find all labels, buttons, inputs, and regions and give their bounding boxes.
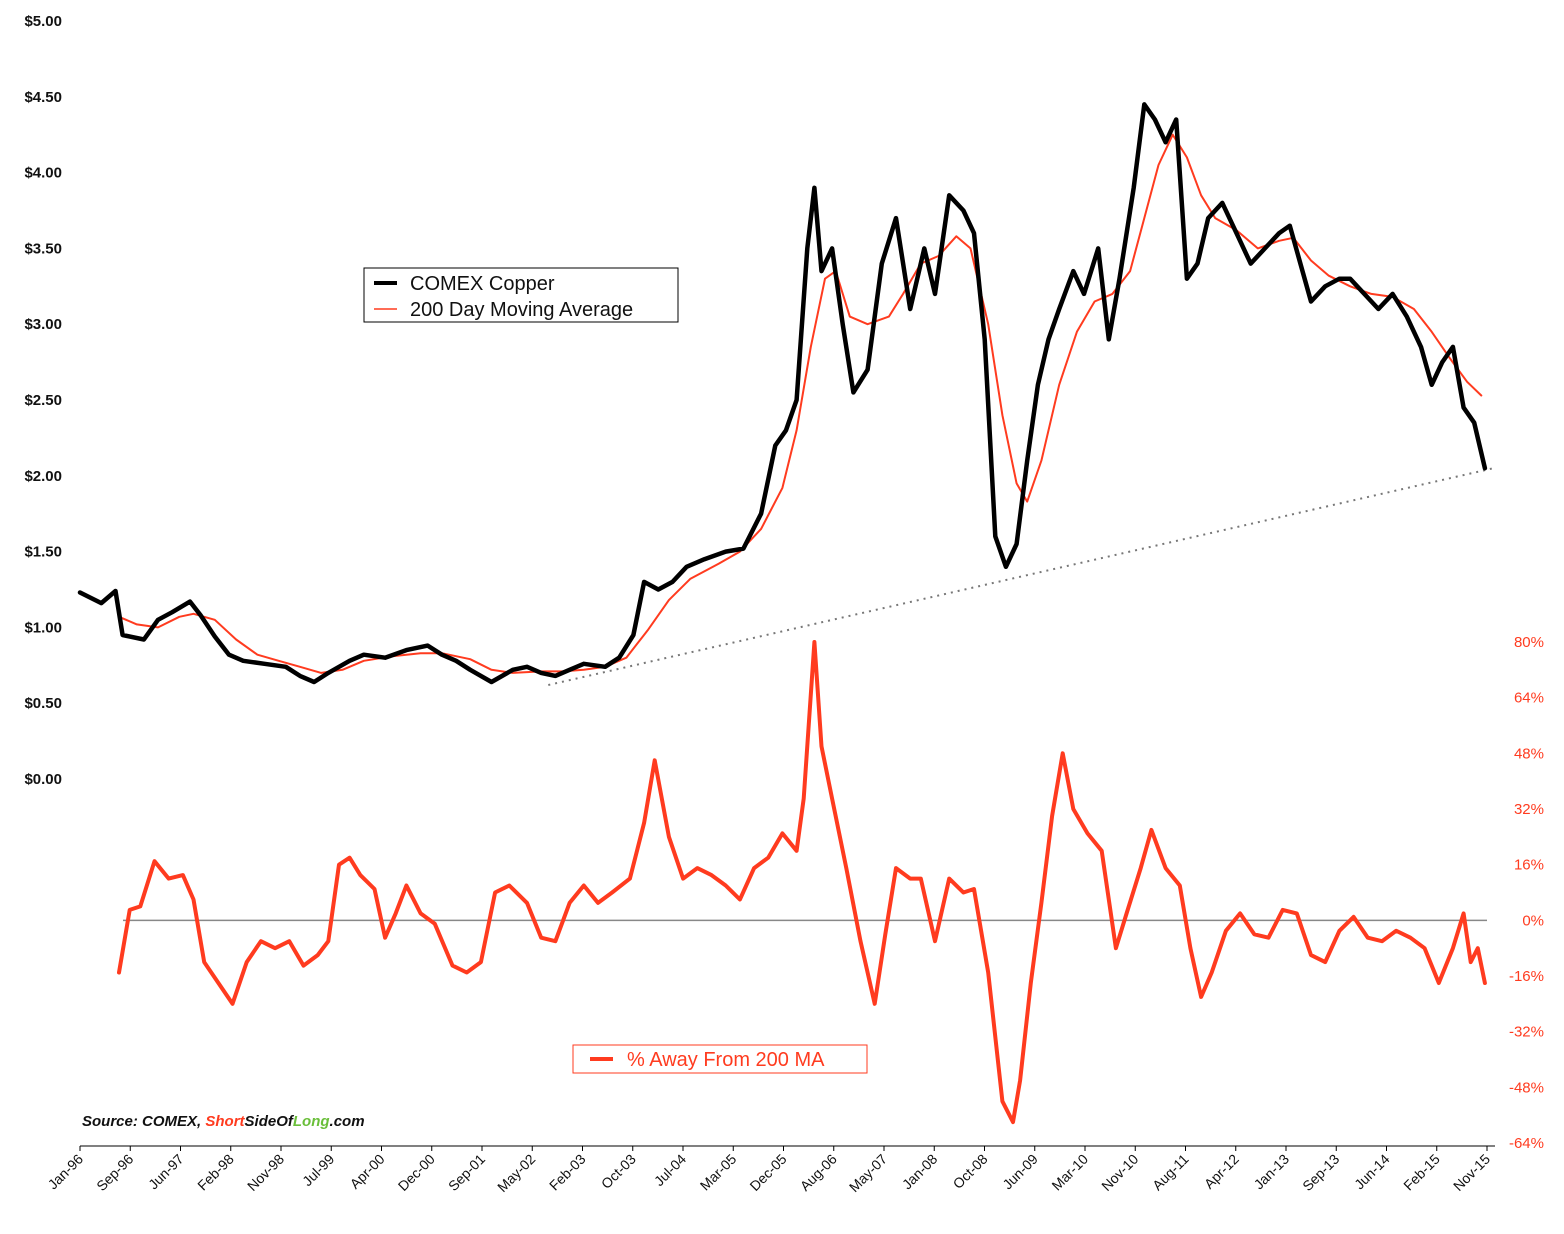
support-trendline	[548, 467, 1494, 686]
ma-200-line	[118, 133, 1483, 674]
copper-price-line	[77, 102, 1488, 685]
x-tick-label: Dec-00	[395, 1151, 438, 1194]
x-tick-label: Jul-99	[299, 1151, 337, 1189]
right-tick-label: 80%	[1514, 634, 1544, 651]
legend-top-box	[363, 267, 679, 323]
x-tick-label: Feb-03	[546, 1151, 589, 1194]
pct-away-line	[117, 640, 1487, 1125]
left-tick-label: $4.50	[24, 89, 62, 106]
trendline-layer	[548, 467, 1494, 686]
right-tick-label: -32%	[1509, 1024, 1544, 1041]
source-part-sideof: SideOf	[245, 1113, 295, 1130]
x-tick-label: Jun-14	[1351, 1151, 1393, 1193]
right-tick-label: 48%	[1514, 745, 1544, 762]
x-tick-label: Feb-15	[1400, 1151, 1443, 1194]
x-tick-label: Oct-03	[598, 1151, 639, 1192]
source-prefix: Source: COMEX,	[82, 1113, 205, 1130]
x-tick-label: May-02	[494, 1151, 538, 1195]
legend-label-price: COMEX Copper	[410, 273, 555, 295]
left-tick-label: $1.50	[24, 544, 62, 561]
x-tick-label: Apr-12	[1201, 1151, 1242, 1192]
right-tick-label: -16%	[1509, 968, 1544, 985]
x-axis: Jan-96 Sep-96 Jun-97 Feb-98 Nov-98 Jul-99 Apr-…	[45, 1145, 1495, 1195]
left-tick-label: $2.50	[24, 392, 62, 409]
legend-bottom-box	[572, 1044, 868, 1074]
x-tick-label: Jan-13	[1251, 1151, 1293, 1193]
left-tick-label: $5.00	[24, 13, 62, 30]
x-tick-label: Mar-10	[1048, 1151, 1091, 1194]
left-tick-label: $0.00	[24, 771, 62, 788]
left-tick-label: $0.50	[24, 695, 62, 712]
x-tick-label: Sep-01	[445, 1151, 488, 1194]
right-tick-label: -64%	[1509, 1135, 1544, 1152]
left-axis: $0.00 $0.50 $1.00 $1.50 $2.00 $2.50 $3.00 $3.50…	[24, 13, 62, 788]
source-part-com: .com	[330, 1113, 365, 1130]
x-tick-label: Jul-04	[651, 1151, 689, 1189]
x-tick-label: Jan-08	[899, 1151, 941, 1193]
x-tick-label: Nov-98	[244, 1151, 287, 1194]
price-series-layer	[77, 102, 1488, 685]
ma-series-layer	[118, 133, 1483, 674]
x-tick-label: Oct-08	[950, 1151, 991, 1192]
x-tick-label: Feb-98	[194, 1151, 237, 1194]
legend-label-ma: 200 Day Moving Average	[410, 299, 633, 321]
x-tick-label: Aug-11	[1149, 1151, 1192, 1194]
left-tick-label: $4.00	[24, 165, 62, 182]
x-tick-label: Nov-10	[1098, 1151, 1141, 1194]
x-tick-label: Apr-00	[347, 1151, 388, 1192]
source-part-short: Short	[205, 1113, 245, 1130]
legend-bottom: % Away From 200 MA	[572, 1044, 868, 1074]
x-tick-label: Dec-05	[746, 1151, 789, 1194]
right-tick-label: -48%	[1509, 1079, 1544, 1096]
left-tick-label: $2.00	[24, 468, 62, 485]
source-part-long: Long	[293, 1113, 330, 1130]
left-tick-label: $3.50	[24, 240, 62, 257]
right-tick-label: 32%	[1514, 801, 1544, 818]
source-note: Source: COMEX, ShortSideOfLong.com	[82, 1113, 365, 1130]
x-tick-label: Nov-15	[1450, 1151, 1493, 1194]
left-tick-label: $3.00	[24, 316, 62, 333]
pct-series-layer	[117, 640, 1487, 1125]
x-tick-label: Jan-96	[45, 1151, 87, 1193]
right-axis: 80% 64% 48% 32% 16% 0% -16% -32% -48% -64%	[1509, 634, 1544, 1152]
x-tick-label: Sep-96	[93, 1151, 136, 1194]
right-tick-label: 16%	[1514, 857, 1544, 874]
x-tick-label: Mar-05	[697, 1151, 740, 1194]
x-tick-label: Aug-06	[797, 1151, 840, 1194]
x-tick-label: Sep-13	[1299, 1151, 1342, 1194]
x-tick-label: Jun-09	[999, 1151, 1041, 1193]
legend-top: COMEX Copper 200 Day Moving Average	[363, 267, 679, 323]
x-tick-label: May-07	[846, 1151, 890, 1195]
left-tick-label: $1.00	[24, 619, 62, 636]
right-tick-label: 0%	[1522, 912, 1544, 929]
legend-label-pct: % Away From 200 MA	[627, 1049, 825, 1071]
right-tick-label: 64%	[1514, 690, 1544, 707]
x-tick-label: Jun-97	[145, 1151, 187, 1193]
